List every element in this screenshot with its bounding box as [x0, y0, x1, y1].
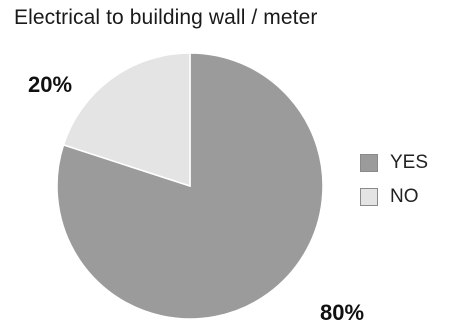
legend: YES NO	[360, 146, 428, 214]
legend-swatch-no	[360, 188, 378, 206]
chart-title: Electrical to building wall / meter	[14, 6, 318, 29]
legend-label-no: NO	[390, 186, 419, 207]
legend-item-no: NO	[360, 180, 428, 214]
data-label-yes: 80%	[320, 300, 365, 325]
data-label-no: 20%	[28, 72, 73, 97]
pie-slices	[56, 52, 324, 320]
legend-item-yes: YES	[360, 146, 428, 180]
legend-label-yes: YES	[390, 152, 429, 173]
pie-slice-no	[62, 52, 191, 188]
legend-swatch-yes	[360, 154, 378, 172]
